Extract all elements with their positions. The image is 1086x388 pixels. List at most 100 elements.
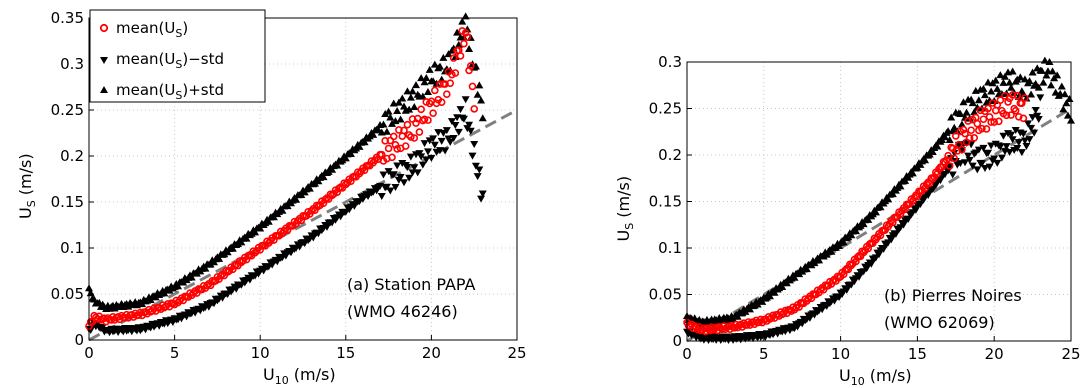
mean-point <box>829 277 837 285</box>
plus-std-point <box>908 169 917 177</box>
mean-point <box>1013 91 1022 100</box>
minus-std-point <box>867 260 876 268</box>
minus-std-point <box>430 141 439 149</box>
plus-std-point <box>187 273 196 281</box>
plus-std-point <box>228 244 237 252</box>
plus-std-point <box>417 74 426 82</box>
plus-std-point <box>473 90 482 98</box>
minus-std-point <box>1008 136 1017 144</box>
minus-std-point <box>891 230 900 238</box>
plus-std-point <box>453 28 462 36</box>
mean-point <box>319 199 328 207</box>
plus-std-point <box>319 173 328 181</box>
plus-std-point <box>1016 73 1025 81</box>
minus-std-point <box>993 159 1002 167</box>
plus-std-point <box>815 256 824 264</box>
mean-point <box>1011 106 1020 115</box>
minus-std-point <box>979 144 988 152</box>
minus-std-point <box>466 127 475 135</box>
plus-std-point <box>859 220 868 228</box>
legend-minus-marker <box>100 57 108 64</box>
minus-std-point <box>1020 137 1029 145</box>
minus-std-point <box>842 286 851 294</box>
plus-std-point <box>418 92 427 100</box>
plus-std-point <box>928 147 937 155</box>
plus-std-point <box>1047 81 1056 89</box>
annotation-right-line2: (WMO 62069) <box>884 313 995 332</box>
mean-point <box>1004 98 1012 106</box>
mean-point <box>388 153 396 162</box>
minus-std-point <box>1013 144 1022 152</box>
plus-std-point <box>444 50 453 58</box>
mean-point <box>333 188 342 197</box>
plus-std-point <box>962 108 971 116</box>
minus-std-point <box>1014 139 1023 147</box>
plus-std-point <box>847 231 856 239</box>
minus-std-point <box>1025 136 1034 144</box>
minus-std-point <box>475 166 484 174</box>
minus-std-point <box>473 173 482 181</box>
mean-point <box>381 137 389 145</box>
mean-point <box>465 66 473 75</box>
x-tick-label: 5 <box>170 344 180 362</box>
x-tick-label: 10 <box>831 345 850 363</box>
minus-std-point <box>1036 94 1045 102</box>
mean-point <box>395 126 403 134</box>
plus-std-point <box>458 17 467 25</box>
minus-std-point <box>855 273 864 281</box>
plus-std-point <box>379 120 388 128</box>
plus-std-point <box>410 103 419 111</box>
plus-std-point <box>947 113 956 121</box>
mean-point <box>412 119 420 127</box>
plus-std-point <box>435 62 444 70</box>
plus-std-point <box>381 110 390 118</box>
mean-point <box>1021 94 1029 102</box>
plus-std-point <box>475 81 484 89</box>
legend-box <box>89 9 266 103</box>
plus-std-point <box>206 260 215 268</box>
minus-std-point <box>470 140 479 148</box>
plus-std-point <box>896 182 905 190</box>
mean-point <box>973 119 982 128</box>
plus-std-point <box>333 161 342 169</box>
plus-std-point <box>369 130 378 138</box>
minus-std-point <box>1030 129 1039 137</box>
plus-std-point <box>1027 90 1036 98</box>
plus-std-point <box>179 278 188 286</box>
minus-std-point <box>879 245 888 253</box>
minus-std-point <box>1007 131 1016 139</box>
minus-std-point <box>382 183 391 191</box>
minus-std-point <box>1028 114 1037 122</box>
minus-std-point <box>945 163 954 171</box>
plus-std-point <box>1057 82 1066 90</box>
plus-std-point <box>933 142 942 150</box>
plus-std-point <box>993 84 1002 92</box>
plus-std-point <box>950 123 959 131</box>
y-tick-label: 0 <box>74 331 84 349</box>
mean-point <box>407 133 415 141</box>
mean-point <box>229 265 237 274</box>
minus-std-point <box>984 149 993 157</box>
mean-point <box>403 120 412 129</box>
minus-std-point <box>377 193 386 201</box>
mean-point <box>839 270 848 279</box>
mean-point <box>443 90 451 99</box>
plus-std-point <box>160 289 169 297</box>
mean-point <box>945 162 954 170</box>
mean-point <box>461 29 470 37</box>
plus-std-point <box>876 203 885 211</box>
minus-std-point <box>441 147 450 155</box>
minus-std-point <box>996 143 1005 151</box>
mean-point <box>389 132 398 141</box>
minus-std-point <box>413 169 422 177</box>
minus-std-point <box>973 166 982 174</box>
mean-point <box>468 82 477 91</box>
plus-std-point <box>465 45 474 53</box>
series-minus-std-right <box>683 94 1045 345</box>
mean-point <box>847 261 856 270</box>
plus-std-point <box>251 228 260 236</box>
mean-point <box>431 86 439 95</box>
x-tick-label: 20 <box>422 344 441 362</box>
plus-std-point <box>871 208 880 216</box>
legend-mean-marker <box>99 23 109 33</box>
